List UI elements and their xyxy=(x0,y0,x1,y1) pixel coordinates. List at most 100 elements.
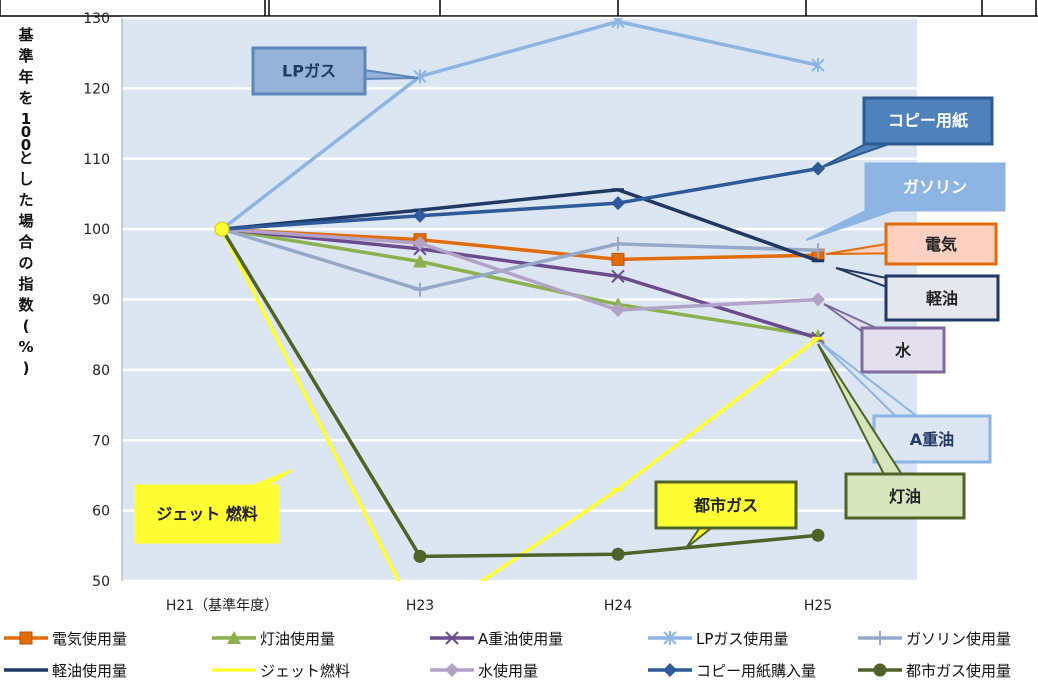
y-tick-label: 120 xyxy=(83,81,110,97)
data-point xyxy=(413,254,427,268)
data-point xyxy=(611,547,625,561)
data-point xyxy=(19,631,33,645)
data-point xyxy=(611,196,625,211)
data-point xyxy=(811,292,825,307)
series-4 xyxy=(220,18,825,231)
data-point xyxy=(611,18,625,29)
callout-label: ガソリン xyxy=(903,177,967,196)
series-8 xyxy=(221,227,825,318)
x-tick-label: H24 xyxy=(604,598,632,614)
legend-label: 軽油使用量 xyxy=(52,662,127,680)
series-line xyxy=(220,228,819,559)
data-point xyxy=(445,663,459,677)
callout-box xyxy=(864,162,1006,212)
y-axis-ticks: 50 60 70 80 90 100 110 120 130 xyxy=(83,11,110,590)
data-point xyxy=(811,161,825,176)
callout-label: 電気 xyxy=(925,235,957,254)
callout: A重油 xyxy=(819,341,992,464)
legend-item: LPガス使用量 xyxy=(648,630,788,648)
series-line xyxy=(221,227,819,312)
callout: 水 xyxy=(823,303,946,374)
legend-label: 都市ガス使用量 xyxy=(906,662,1011,680)
callout-label: 水 xyxy=(895,341,912,360)
legend-item: コピー用紙購入量 xyxy=(648,662,816,680)
data-point xyxy=(873,631,887,645)
callout-box xyxy=(884,222,998,266)
data-point xyxy=(663,631,677,645)
callout: 灯油 xyxy=(817,343,966,520)
data-point xyxy=(811,528,825,542)
callout-box xyxy=(134,484,280,544)
x-tick-label: H21（基準年度） xyxy=(166,597,278,614)
legend-item: 水使用量 xyxy=(430,662,538,680)
data-point xyxy=(413,236,427,251)
data-point xyxy=(413,282,427,297)
x-tick-label: H25 xyxy=(804,598,832,614)
y-tick-label: 70 xyxy=(92,433,110,449)
callout: ガソリン xyxy=(805,162,1006,241)
callout: 電気 xyxy=(825,222,998,266)
callout: 都市ガス xyxy=(654,480,798,549)
data-point xyxy=(611,236,625,251)
callout-box xyxy=(860,326,946,374)
y-tick-label: 90 xyxy=(92,293,110,309)
legend-label: LPガス使用量 xyxy=(696,630,788,648)
x-tick-label: H23 xyxy=(406,598,434,614)
series-line xyxy=(221,227,819,338)
data-point xyxy=(445,631,459,645)
legend-label: ジェット燃料 xyxy=(260,662,350,680)
legend-label: コピー用紙購入量 xyxy=(696,662,816,680)
series-line xyxy=(221,227,819,292)
legend-item: ガソリン使用量 xyxy=(858,630,1011,648)
series-10 xyxy=(220,228,825,563)
legend-label: 水使用量 xyxy=(478,662,538,680)
legend-item: A重油使用量 xyxy=(430,630,563,648)
callout: LPガス xyxy=(251,46,419,96)
top-table-border xyxy=(0,0,1038,17)
legend-item: ジェット燃料 xyxy=(212,662,350,680)
legend-item: 灯油使用量 xyxy=(212,630,335,648)
callout-box xyxy=(862,96,994,146)
legend-item: 電気使用量 xyxy=(4,630,127,648)
callout-label: LPガス xyxy=(282,61,336,80)
callout-box xyxy=(844,472,966,520)
data-point xyxy=(413,549,427,563)
callout: 軽油 xyxy=(835,267,1000,322)
callout-label: 軽油 xyxy=(926,289,958,308)
callout-label: 灯油 xyxy=(889,487,921,506)
y-tick-label: 80 xyxy=(92,363,110,379)
callout-label: 都市ガス xyxy=(693,496,758,515)
callout-box xyxy=(884,274,1000,322)
series-group xyxy=(214,18,825,581)
data-point xyxy=(214,221,230,237)
legend-item: 都市ガス使用量 xyxy=(858,662,1011,680)
data-point xyxy=(811,58,825,73)
y-tick-label: 60 xyxy=(92,504,110,520)
callout-label: A重油 xyxy=(910,430,954,449)
data-point xyxy=(611,303,625,318)
y-tick-label: 130 xyxy=(83,11,110,27)
y-tick-label: 100 xyxy=(83,222,110,238)
data-point xyxy=(611,269,625,283)
data-point xyxy=(227,631,241,644)
series-9 xyxy=(221,161,825,231)
data-point xyxy=(873,663,887,677)
series-line xyxy=(220,19,819,231)
series-line xyxy=(221,227,819,262)
callout-label: コピー用紙 xyxy=(888,111,968,130)
data-point xyxy=(413,208,427,223)
x-axis-ticks: H21（基準年度） H23 H24 H25 xyxy=(166,597,832,614)
legend-label: 電気使用量 xyxy=(52,630,127,648)
legend-label: 灯油使用量 xyxy=(260,630,335,648)
callout-box xyxy=(654,480,798,530)
data-point xyxy=(413,69,427,84)
callout-label: ジェット 燃料 xyxy=(156,504,258,523)
legend-label: ガソリン使用量 xyxy=(906,630,1011,648)
callout: ジェット 燃料 xyxy=(134,469,293,544)
series-5 xyxy=(221,227,825,297)
y-tick-label: 50 xyxy=(92,574,110,590)
legend-item: 軽油使用量 xyxy=(4,662,127,680)
